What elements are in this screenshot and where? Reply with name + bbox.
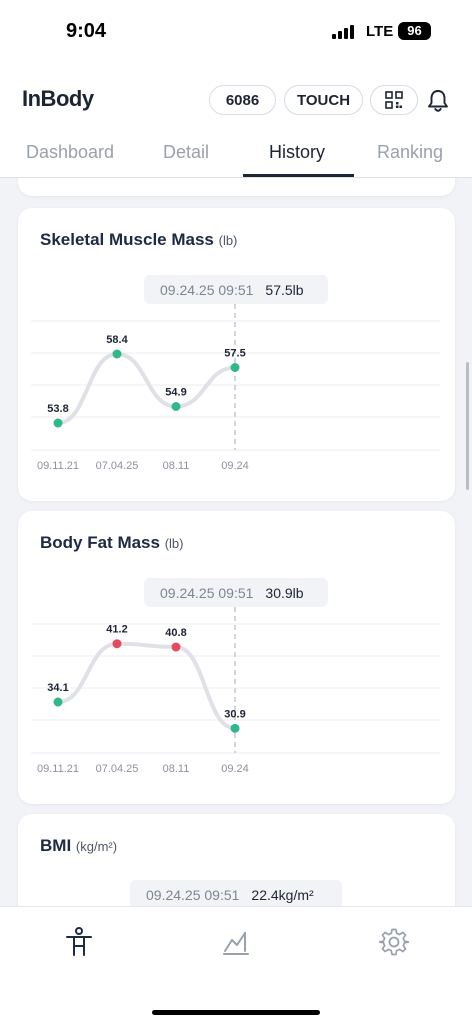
data-point[interactable] — [112, 639, 122, 649]
card-title-text: BMI — [40, 836, 72, 855]
x-tick-label: 08.11 — [163, 763, 190, 775]
data-point[interactable] — [171, 642, 181, 652]
card-title-text: Body Fat Mass — [40, 533, 160, 552]
previous-card — [18, 178, 455, 196]
data-label: 41.2 — [106, 624, 127, 636]
touch-button[interactable]: TOUCH — [284, 85, 363, 115]
card-unit: (kg/m²) — [75, 839, 118, 854]
history-tabs: Dashboard Detail History Ranking — [0, 138, 472, 178]
data-point[interactable] — [171, 402, 181, 411]
skeletal-muscle-card[interactable]: Skeletal Muscle Mass (lb) 09.24.25 09:51… — [18, 208, 455, 501]
x-tick-label: 09.11.21 — [37, 763, 79, 775]
series-line — [56, 641, 237, 731]
x-tick-label: 09.24 — [221, 763, 249, 775]
tab-detail[interactable]: Detail — [163, 142, 210, 162]
bottom-navigation — [0, 906, 472, 1024]
series-line — [56, 351, 237, 425]
data-point[interactable] — [230, 363, 240, 372]
bmi-card[interactable]: BMI (kg/m²) 09.24.25 09:51 22.4kg/m² — [18, 814, 455, 906]
data-label: 30.9 — [224, 708, 245, 720]
card-title-text: Skeletal Muscle Mass — [40, 230, 214, 249]
inbody-logo: InBody — [22, 86, 94, 111]
x-tick-label: 08.11 — [163, 460, 190, 472]
data-label: 40.8 — [165, 627, 186, 639]
signal-icon — [332, 25, 354, 39]
card-title: Body Fat Mass (lb) — [40, 533, 184, 553]
status-time: 9:04 — [66, 20, 107, 42]
body-fat-chart[interactable]: 34.1 41.2 40.8 30.9 09.11.21 07.04.25 08.11 09.… — [18, 511, 455, 804]
tab-history[interactable]: History — [269, 142, 326, 162]
data-point[interactable] — [53, 418, 63, 428]
app-header: InBody 6086 TOUCH Dashboard Detail Histo… — [0, 64, 472, 178]
bell-icon[interactable] — [427, 89, 449, 113]
member-id-button[interactable]: 6086 — [209, 85, 276, 115]
body-icon[interactable] — [64, 927, 94, 957]
tooltip-value: 22.4kg/m² — [251, 886, 314, 903]
skeletal-muscle-chart[interactable]: 53.8 58.4 54.9 57.5 09.11.21 07.04.25 08.11 09.… — [18, 208, 455, 501]
tab-dashboard[interactable]: Dashboard — [26, 142, 115, 162]
gear-icon[interactable] — [379, 927, 409, 957]
card-unit: (lb) — [164, 536, 184, 551]
card-title: Skeletal Muscle Mass (lb) — [40, 230, 237, 250]
tooltip-value: 57.5lb — [265, 281, 304, 298]
tab-ranking[interactable]: Ranking — [377, 142, 444, 162]
tooltip-value: 30.9lb — [265, 584, 304, 601]
x-tick-label: 09.24 — [221, 460, 249, 472]
card-title: BMI (kg/m²) — [40, 836, 117, 856]
data-label: 34.1 — [47, 682, 68, 694]
scrollbar[interactable] — [466, 362, 469, 490]
status-bar: 9:04 LTE 96 — [0, 0, 472, 64]
body-fat-card[interactable]: Body Fat Mass (lb) 09.24.25 09:51 30.9lb… — [18, 511, 455, 804]
data-point[interactable] — [53, 697, 63, 707]
x-tick-label: 07.04.25 — [96, 763, 139, 775]
card-unit: (lb) — [218, 233, 238, 248]
x-tick-label: 09.11.21 — [37, 460, 79, 472]
data-label: 58.4 — [106, 334, 128, 346]
data-label: 53.8 — [47, 403, 68, 415]
data-point[interactable] — [112, 349, 122, 359]
chart-tooltip: 09.24.25 09:51 57.5lb — [144, 275, 328, 304]
home-indicator — [152, 1010, 320, 1015]
tooltip-date: 09.24.25 09:51 — [160, 281, 254, 298]
chart-icon[interactable] — [221, 927, 251, 957]
network-type: LTE — [366, 23, 394, 40]
chart-tooltip: 09.24.25 09:51 22.4kg/m² — [130, 880, 342, 906]
battery-indicator: 96 — [398, 22, 431, 40]
chart-tooltip: 09.24.25 09:51 30.9lb — [144, 578, 328, 607]
tooltip-date: 09.24.25 09:51 — [160, 584, 254, 601]
data-label: 57.5 — [224, 348, 245, 360]
qr-code-icon — [385, 91, 403, 109]
tooltip-date: 09.24.25 09:51 — [146, 886, 240, 903]
data-label: 54.9 — [165, 387, 186, 399]
x-tick-label: 07.04.25 — [96, 460, 139, 472]
data-point[interactable] — [230, 723, 240, 733]
qr-button[interactable] — [370, 85, 418, 115]
active-tab-indicator — [243, 174, 354, 177]
history-scroll-area[interactable]: Skeletal Muscle Mass (lb) 09.24.25 09:51… — [0, 178, 472, 906]
